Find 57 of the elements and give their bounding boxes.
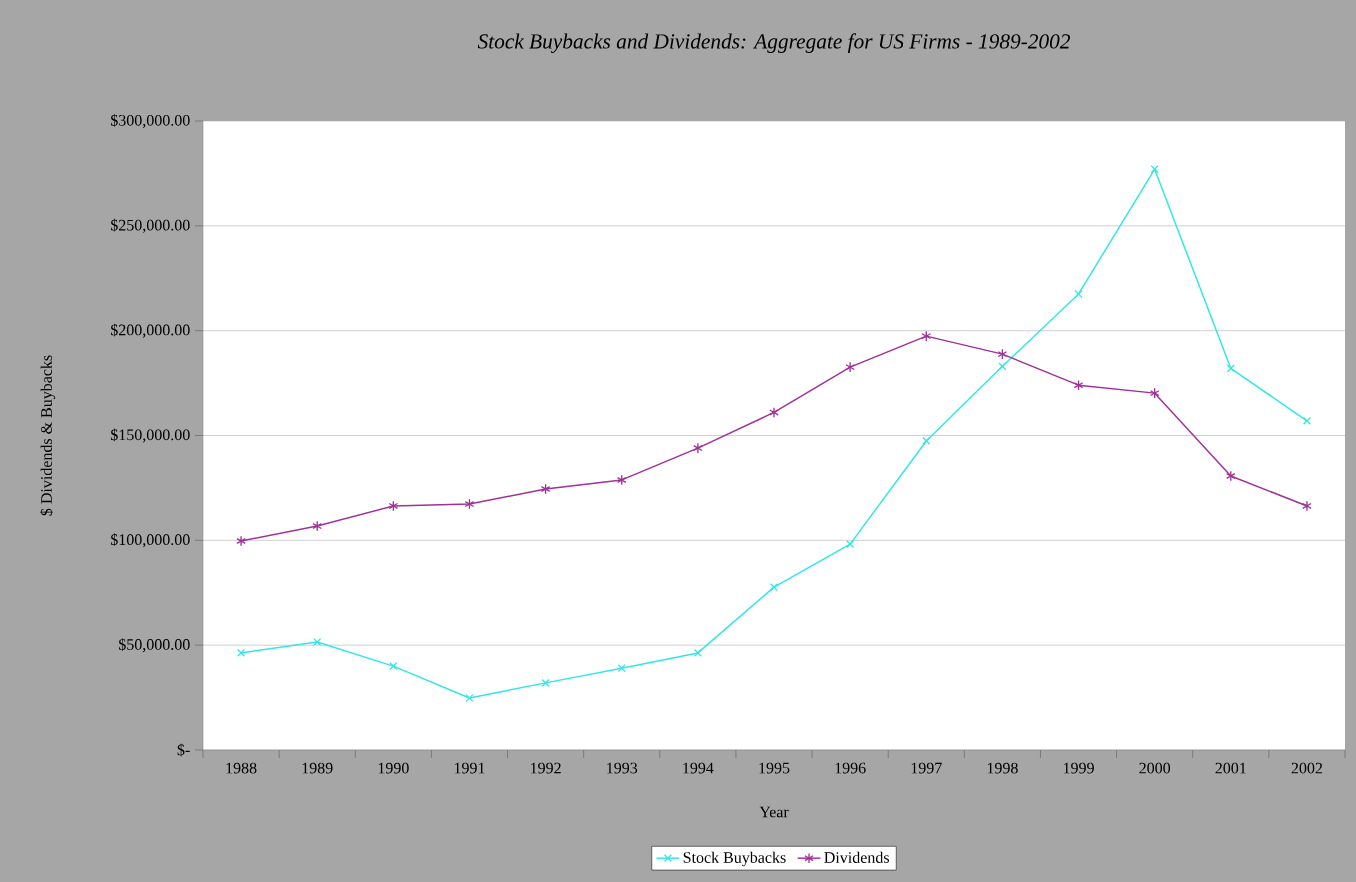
y-tick-label: $200,000.00 (110, 323, 190, 338)
point (846, 540, 855, 549)
y-tick-label: $150,000.00 (110, 428, 190, 443)
point (997, 348, 1008, 360)
point (616, 474, 627, 486)
y-tick-label: $100,000.00 (110, 533, 190, 548)
legend-label: Dividends (824, 851, 889, 863)
y-tick-label: $250,000.00 (110, 218, 190, 233)
x-tick-label: 1994 (683, 762, 714, 774)
x-tick-label: 1990 (378, 762, 409, 774)
point (922, 436, 931, 446)
x-axis-title: Year (759, 806, 789, 818)
x-tick-label: 1988 (226, 762, 257, 774)
point (617, 664, 626, 673)
x-tick-label: 1997 (911, 762, 942, 774)
point (769, 583, 779, 592)
point (312, 520, 323, 532)
x-tick-label: 2002 (1291, 762, 1323, 774)
x-tick-label: 1993 (607, 762, 638, 774)
point (1074, 289, 1083, 299)
x-tick-label: 2000 (1139, 762, 1171, 774)
x-tick-label: 2001 (1215, 762, 1246, 774)
y-axis-title: $ Dividends & Buybacks (40, 355, 56, 516)
point (313, 637, 322, 647)
point (693, 648, 702, 657)
point (464, 498, 475, 510)
point (1225, 470, 1236, 482)
point (389, 662, 398, 671)
point (237, 648, 246, 657)
point (693, 442, 703, 454)
point (1149, 387, 1160, 399)
x-tick-label: 1991 (454, 762, 485, 774)
point (388, 500, 399, 512)
legend-label: Stock Buybacks (683, 851, 786, 867)
point (540, 483, 551, 495)
point (769, 406, 779, 418)
point (1226, 364, 1235, 373)
x-tick-label: 1998 (987, 762, 1018, 774)
point (1150, 165, 1159, 174)
chart-title: Stock Buybacks and Dividends: Aggregate for US Firms - 1989-2002 (477, 33, 1070, 53)
y-tick-label: $300,000.00 (110, 113, 190, 129)
point (845, 361, 855, 373)
x-tick-label: 1996 (835, 762, 866, 774)
point (465, 693, 474, 703)
point (1073, 379, 1084, 391)
y-tick-label: $50,000.00 (118, 638, 190, 653)
y-tick-label: $- (177, 743, 190, 757)
point (1302, 500, 1312, 512)
x-tick-label: 1999 (1063, 762, 1094, 774)
x-tick-label: 1989 (302, 762, 333, 774)
x-tick-label: 1992 (531, 762, 561, 774)
point (1302, 416, 1312, 425)
point (921, 330, 932, 342)
x-tick-label: 1995 (759, 762, 790, 774)
point (998, 362, 1007, 371)
point (236, 535, 246, 547)
point (541, 678, 550, 687)
